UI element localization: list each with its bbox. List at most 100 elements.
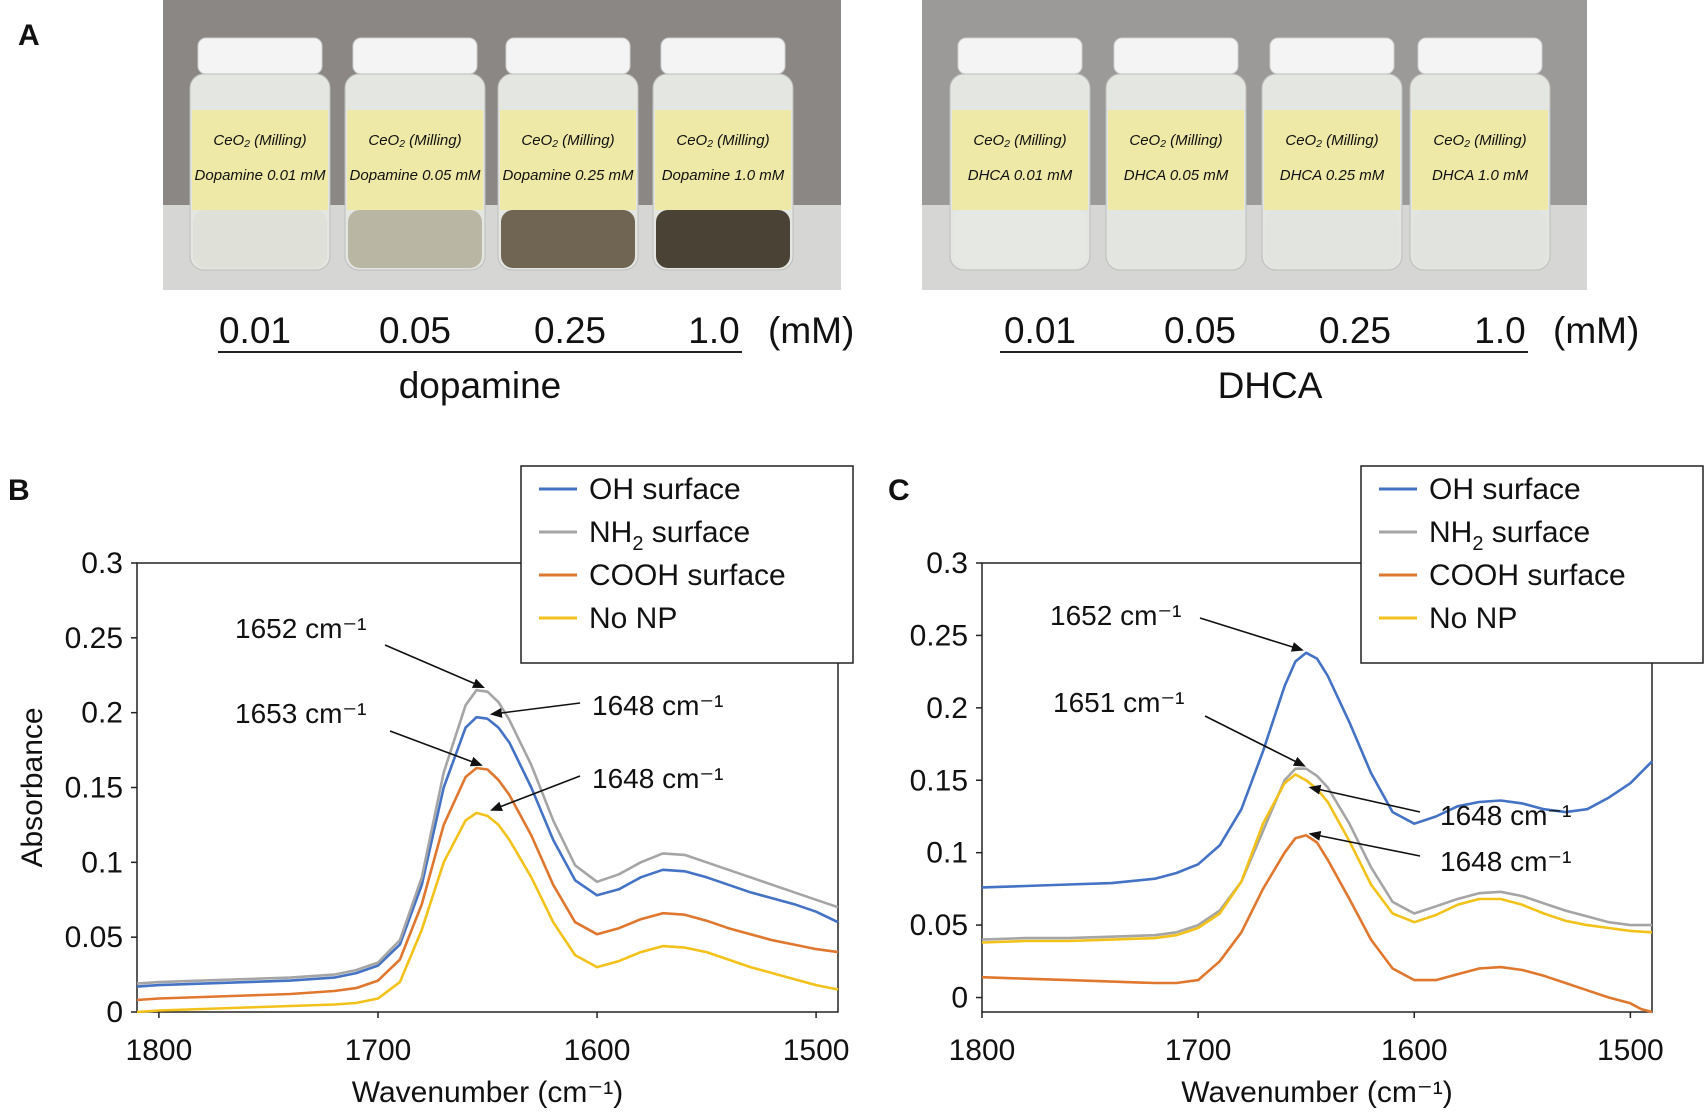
peak-label-text: 1651 cm⁻¹ <box>1053 687 1185 718</box>
series-line-cooh-surface <box>981 834 1653 1014</box>
peak-annotation: 1652 cm⁻¹ <box>235 613 485 689</box>
y-tick-label: 0.25 <box>65 622 123 655</box>
y-tick-label: 0.05 <box>910 909 968 942</box>
vial-label-line1: CeO₂ (Milling) <box>213 132 306 149</box>
peak-arrow <box>384 644 485 689</box>
legend: OH surface NH2 surface COOH surface No NP <box>1360 465 1704 664</box>
peak-annotation: 1653 cm⁻¹ <box>235 698 483 767</box>
x-tick-label: 1800 <box>126 1034 193 1067</box>
peak-label-text: 1652 cm⁻¹ <box>1050 600 1182 631</box>
vial-label-sticker <box>655 110 791 210</box>
peak-label-text: 1648 cm⁻¹ <box>1440 800 1572 831</box>
panel-c-letter: C <box>888 474 910 507</box>
series-line-no-np <box>136 811 839 1014</box>
x-axis-title: Wavenumber (cm⁻¹) <box>1181 1076 1452 1109</box>
vial-label-line1: CeO₂ (Milling) <box>973 132 1066 149</box>
vial-label-line1: CeO₂ (Milling) <box>521 132 614 149</box>
vial-cap <box>957 37 1083 75</box>
vial-cap <box>505 37 631 75</box>
peak-arrow <box>389 730 483 767</box>
x-tick-label: 1600 <box>1381 1034 1448 1067</box>
dhca-concentration-row: 0.01 0.05 0.25 1.0 (mM) DHCA <box>1000 310 1639 406</box>
series-line-nh2-surface <box>136 688 839 985</box>
legend-entry: NH2 surface <box>589 516 750 555</box>
series-line-oh-surface <box>136 715 839 988</box>
vial-liquid <box>656 210 790 268</box>
vial-label-sticker <box>1412 110 1548 210</box>
peak-annotation: 1648 cm⁻¹ <box>1308 830 1572 877</box>
y-tick-label: 0.05 <box>65 921 123 954</box>
series-line-no-np <box>981 773 1653 944</box>
vial-liquid <box>1413 210 1547 268</box>
peak-annotation: 1648 cm⁻¹ <box>489 690 724 721</box>
vial: CeO₂ (Milling) DHCA 0.01 mM <box>949 37 1091 271</box>
legend-entry: COOH surface <box>589 559 786 592</box>
vial-cap <box>1113 37 1239 75</box>
plot-area <box>981 562 1653 1013</box>
dopamine-conc-3: 0.25 <box>534 310 606 351</box>
vial: CeO₂ (Milling) Dopamine 0.25 mM <box>497 37 639 271</box>
vial-liquid <box>193 210 327 268</box>
peak-label-text: 1648 cm⁻¹ <box>1440 846 1572 877</box>
series-line-oh-surface <box>981 651 1653 889</box>
vial-label-line1: CeO₂ (Milling) <box>1129 132 1222 149</box>
legend-box <box>520 465 854 664</box>
dopamine-unit: (mM) <box>768 310 854 351</box>
vial-label-line2: Dopamine 0.01 mM <box>195 167 326 184</box>
peak-annotation: 1651 cm⁻¹ <box>1053 687 1306 767</box>
peak-arrow <box>1199 617 1304 652</box>
y-tick-label: 0.2 <box>81 697 123 730</box>
vial: CeO₂ (Milling) Dopamine 0.01 mM <box>189 37 331 271</box>
vial-cap <box>660 37 786 75</box>
dhca-conc-2: 0.05 <box>1164 310 1236 351</box>
dopamine-conc-2: 0.05 <box>379 310 451 351</box>
dopamine-label: dopamine <box>399 365 562 406</box>
y-tick-label: 0.15 <box>65 772 123 805</box>
peak-annotation: 1652 cm⁻¹ <box>1050 600 1304 652</box>
peak-label-text: 1652 cm⁻¹ <box>235 613 367 644</box>
legend-entry: COOH surface <box>1429 559 1626 592</box>
legend-entry: OH surface <box>589 473 741 506</box>
vial-label-line2: Dopamine 0.25 mM <box>503 167 634 184</box>
vial-liquid <box>1265 210 1399 268</box>
vial-label-sticker <box>347 110 483 210</box>
y-tick-label: 0.25 <box>910 619 968 652</box>
dhca-conc-3: 0.25 <box>1319 310 1391 351</box>
peak-arrow <box>1204 715 1306 767</box>
dhca-unit: (mM) <box>1553 310 1639 351</box>
y-tick-label: 0.15 <box>910 764 968 797</box>
vial-label-sticker <box>1264 110 1400 210</box>
y-tick-label: 0.2 <box>926 692 968 725</box>
vial-liquid <box>501 210 635 268</box>
vial-label-line2: DHCA 0.25 mM <box>1280 167 1385 184</box>
peak-annotation: 1648 cm⁻¹ <box>490 763 724 812</box>
legend-entry: OH surface <box>1429 473 1581 506</box>
peak-arrow <box>489 702 581 718</box>
y-axis-title: Absorbance <box>16 707 49 867</box>
legend-box <box>1360 465 1704 664</box>
vial-label-sticker <box>1108 110 1244 210</box>
vial-label-sticker <box>500 110 636 210</box>
vial-label-sticker <box>952 110 1088 210</box>
x-tick-label: 1500 <box>783 1034 850 1067</box>
vial-label-sticker <box>192 110 328 210</box>
vial-liquid <box>953 210 1087 268</box>
x-tick-label: 1700 <box>1165 1034 1232 1067</box>
vial-liquid <box>348 210 482 268</box>
panel-a-letter: A <box>18 19 40 52</box>
vial-label-line1: CeO₂ (Milling) <box>368 132 461 149</box>
x-tick-label: 1700 <box>345 1034 412 1067</box>
panel-b-chart: 0 0.05 0.1 0.15 0.2 0.25 0.3 1800 1700 1600 1500 Wa… <box>16 465 854 1109</box>
y-tick-label: 0 <box>106 996 123 1029</box>
peak-label-text: 1648 cm⁻¹ <box>592 690 724 721</box>
vial-label-line2: Dopamine 0.05 mM <box>350 167 481 184</box>
y-tick-label: 0.1 <box>926 837 968 870</box>
panel-b-letter: B <box>8 474 30 507</box>
vial-label-line2: DHCA 0.01 mM <box>968 167 1073 184</box>
peak-arrow <box>490 775 581 812</box>
dopamine-conc-4: 1.0 <box>688 310 739 351</box>
vial-cap <box>352 37 478 75</box>
y-tick-label: 0.3 <box>81 547 123 580</box>
